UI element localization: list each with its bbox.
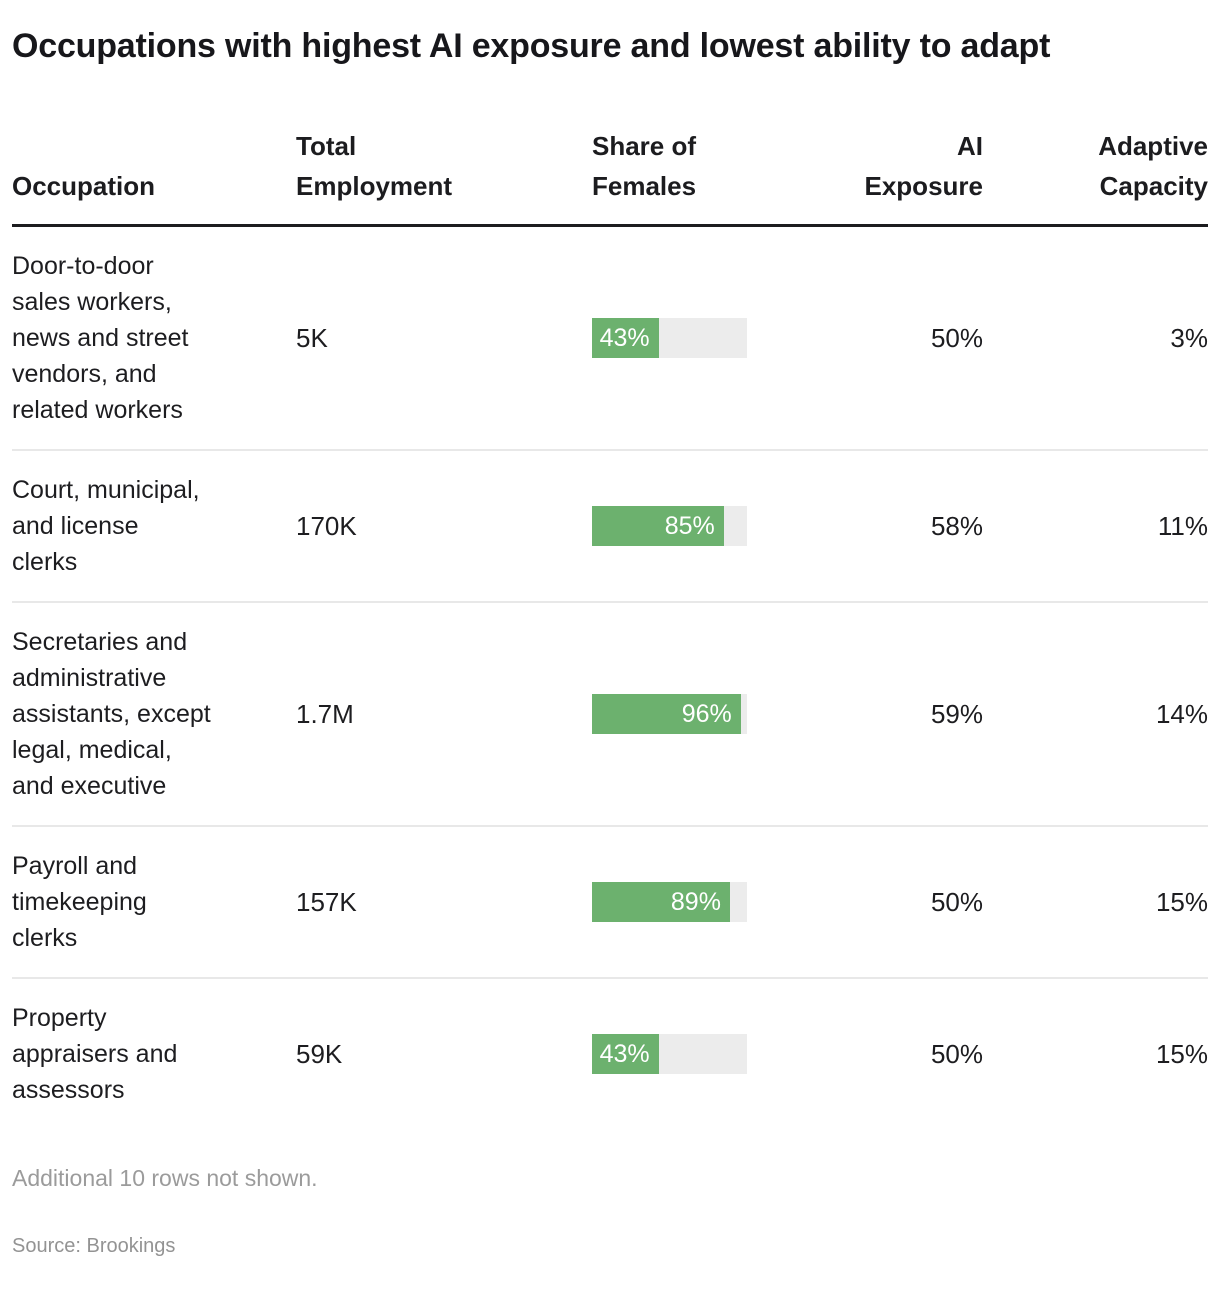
share-of-females-bar-label: 43% [599, 1040, 650, 1068]
column-header-total-employment: Total Employment [296, 131, 453, 201]
table-row: Door-to-door sales workers, news and str… [12, 227, 1208, 451]
ai-exposure-cell: 50% [930, 1038, 983, 1069]
adaptive-capacity-cell: 3% [1170, 322, 1208, 353]
occupation-cell: Property appraisers and assessors [12, 1004, 178, 1104]
table-header: Occupation Total Employment Share of Fem… [12, 126, 1208, 227]
total-employment-cell: 59K [296, 1038, 343, 1069]
ai-exposure-cell: 50% [930, 886, 983, 917]
adaptive-capacity-cell: 15% [1155, 886, 1208, 917]
share-of-females-bar-label: 43% [599, 324, 650, 352]
share-of-females-bar-label: 96% [681, 700, 732, 728]
table-row: Property appraisers and assessors 59K 43… [12, 979, 1208, 1129]
adaptive-capacity-cell: 11% [1157, 510, 1208, 541]
share-of-females-bar-track: 43% [592, 318, 747, 358]
table-row: Secretaries and administrative assistant… [12, 603, 1208, 827]
share-of-females-bar-fill: 96% [592, 694, 741, 734]
chart-card: Occupations with highest AI exposure and… [0, 18, 1220, 1259]
adaptive-capacity-cell: 15% [1155, 1038, 1208, 1069]
total-employment-cell: 5K [296, 322, 328, 353]
share-of-females-bar-track: 85% [592, 506, 747, 546]
occupation-cell: Court, municipal, and license clerks [12, 476, 200, 576]
source-credit: Source: Brookings [12, 1235, 176, 1257]
share-of-females-bar-fill: 43% [592, 1034, 659, 1074]
share-of-females-cell: 89% [592, 882, 847, 922]
column-header-adaptive-capacity: Adaptive Capacity [1098, 131, 1208, 201]
share-of-females-bar-label: 85% [664, 512, 715, 540]
column-header-occupation: Occupation [12, 171, 156, 201]
total-employment-cell: 170K [296, 510, 357, 541]
table-row: Court, municipal, and license clerks 170… [12, 451, 1208, 603]
share-of-females-cell: 43% [592, 318, 847, 358]
share-of-females-bar-track: 43% [592, 1034, 747, 1074]
occupation-cell: Secretaries and administrative assistant… [12, 628, 211, 800]
table-row: Payroll and timekeeping clerks 157K 89% … [12, 827, 1208, 979]
adaptive-capacity-cell: 14% [1155, 698, 1208, 729]
column-header-ai-exposure: AI Exposure [864, 131, 984, 201]
chart-title: Occupations with highest AI exposure and… [12, 27, 1051, 65]
share-of-females-bar-label: 89% [670, 888, 721, 916]
share-of-females-bar-fill: 43% [592, 318, 659, 358]
total-employment-cell: 157K [296, 886, 357, 917]
share-of-females-cell: 96% [592, 694, 847, 734]
total-employment-cell: 1.7M [296, 698, 354, 729]
share-of-females-bar-track: 96% [592, 694, 747, 734]
occupation-cell: Payroll and timekeeping clerks [12, 852, 147, 952]
ai-exposure-cell: 58% [930, 510, 983, 541]
share-of-females-cell: 43% [592, 1034, 847, 1074]
share-of-females-bar-fill: 89% [592, 882, 730, 922]
share-of-females-bar-track: 89% [592, 882, 747, 922]
occupation-cell: Door-to-door sales workers, news and str… [12, 252, 189, 424]
share-of-females-cell: 85% [592, 506, 847, 546]
rows-not-shown-note: Additional 10 rows not shown. [12, 1165, 318, 1191]
ai-exposure-cell: 59% [930, 698, 983, 729]
ai-exposure-cell: 50% [930, 322, 983, 353]
column-header-share-of-females: Share of Females [592, 131, 697, 201]
share-of-females-bar-fill: 85% [592, 506, 724, 546]
